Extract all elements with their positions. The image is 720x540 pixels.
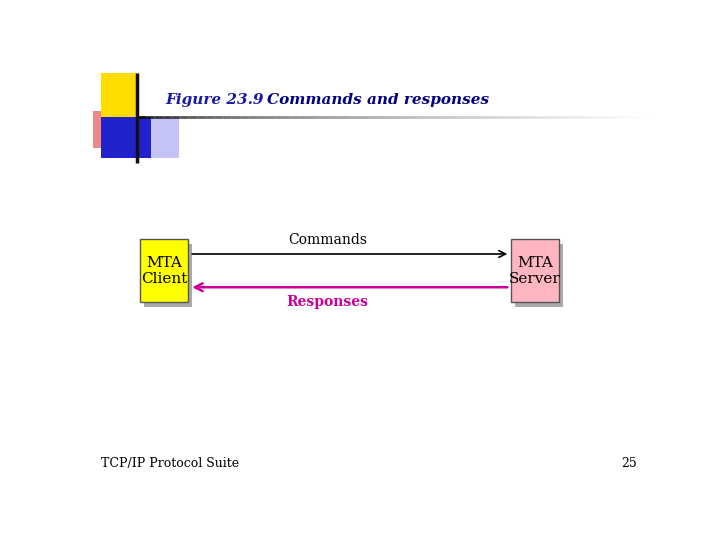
Text: Commands: Commands: [288, 233, 367, 246]
Bar: [516, 245, 562, 307]
Bar: [144, 245, 192, 307]
Text: 25: 25: [621, 457, 637, 470]
Text: Responses: Responses: [287, 295, 369, 309]
Bar: [101, 73, 138, 117]
Text: Figure 23.9: Figure 23.9: [166, 93, 264, 107]
Bar: [140, 239, 188, 302]
Text: Commands and responses: Commands and responses: [246, 93, 490, 107]
Bar: [511, 239, 559, 302]
Bar: [93, 111, 126, 148]
Text: TCP/IP Protocol Suite: TCP/IP Protocol Suite: [101, 457, 239, 470]
Bar: [101, 117, 151, 158]
Text: MTA
Client: MTA Client: [140, 255, 187, 286]
Text: MTA
Server: MTA Server: [509, 255, 561, 286]
Bar: [151, 117, 179, 158]
